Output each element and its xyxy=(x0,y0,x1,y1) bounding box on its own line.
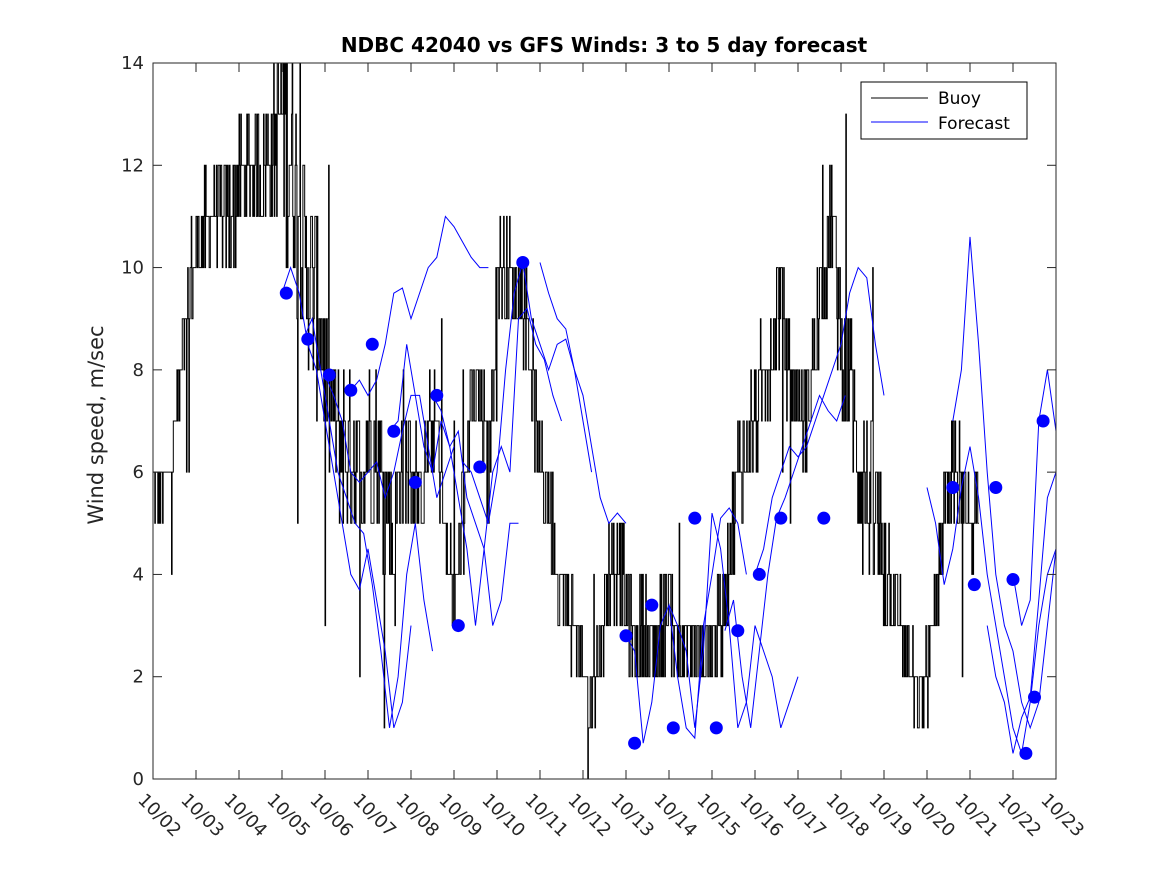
forecast-marker-1 xyxy=(279,286,293,300)
forecast-marker-26 xyxy=(1019,746,1033,760)
forecast-series-line-9 xyxy=(625,507,747,744)
forecast-series-line-4 xyxy=(350,215,489,397)
chart-title: NDBC 42040 vs GFS Winds: 3 to 5 day fore… xyxy=(341,33,868,57)
forecast-series-line-1 xyxy=(281,266,412,729)
forecast-series-line-10 xyxy=(668,512,799,729)
forecast-marker-4 xyxy=(344,383,358,397)
legend-label-buoy: Buoy xyxy=(938,89,981,109)
y-tick-label: 2 xyxy=(133,667,144,688)
forecast-marker-25 xyxy=(1006,573,1020,587)
forecast-marker-18 xyxy=(731,624,745,638)
forecast-series-line-7 xyxy=(462,262,593,524)
forecast-marker-12 xyxy=(619,629,633,643)
axes-background xyxy=(153,63,1056,779)
forecast-marker-17 xyxy=(709,721,723,735)
legend-box xyxy=(860,81,1028,140)
axes-box xyxy=(152,62,1057,780)
forecast-marker-11 xyxy=(516,255,530,269)
forecast-marker-14 xyxy=(645,598,659,612)
forecast-marker-22 xyxy=(946,480,960,494)
y-tick-label: 6 xyxy=(133,462,144,483)
y-tick-label: 12 xyxy=(121,155,144,176)
forecast-marker-24 xyxy=(989,480,1003,494)
forecast-marker-27 xyxy=(1028,690,1041,704)
buoy-series-line xyxy=(153,63,979,779)
forecast-marker-5 xyxy=(365,337,379,351)
legend: Buoy Forecast xyxy=(860,81,1028,140)
forecast-series-line-5 xyxy=(389,344,519,626)
y-tick-label: 8 xyxy=(133,360,144,381)
series-group xyxy=(153,63,1056,779)
forecast-marker-7 xyxy=(408,475,422,489)
forecast-marker-15 xyxy=(666,721,680,735)
y-tick-label: 14 xyxy=(121,53,144,74)
forecast-marker-2 xyxy=(301,332,315,346)
forecast-series-line-16 xyxy=(1012,369,1056,626)
forecast-marker-9 xyxy=(451,619,465,633)
forecast-series-line-6 xyxy=(432,307,562,626)
forecast-series-line-13 xyxy=(926,446,1056,754)
forecast-series-line-15 xyxy=(986,471,1056,754)
y-tick-label: 4 xyxy=(133,564,144,585)
y-tick-label: 10 xyxy=(121,258,144,279)
forecast-marker-13 xyxy=(628,736,642,750)
forecast-marker-23 xyxy=(967,578,981,592)
forecast-marker-8 xyxy=(430,388,444,402)
forecast-series-line-14 xyxy=(952,236,1056,730)
y-axis-label: Wind speed, m/sec xyxy=(84,325,108,524)
y-tick-label: 0 xyxy=(133,769,144,790)
forecast-marker-21 xyxy=(817,511,831,525)
forecast-series-line-8 xyxy=(539,262,627,525)
forecast-marker-3 xyxy=(322,368,336,382)
legend-label-forecast: Forecast xyxy=(938,114,1010,134)
forecast-marker-19 xyxy=(752,567,766,581)
forecast-marker-16 xyxy=(688,511,702,525)
forecast-marker-20 xyxy=(774,511,788,525)
forecast-marker-6 xyxy=(387,424,401,438)
forecast-marker-10 xyxy=(473,460,487,474)
forecast-series-line-11 xyxy=(724,394,846,728)
forecast-series-line-2 xyxy=(303,316,433,728)
forecast-marker-28 xyxy=(1036,414,1050,428)
forecast-series-line-12 xyxy=(754,266,885,575)
